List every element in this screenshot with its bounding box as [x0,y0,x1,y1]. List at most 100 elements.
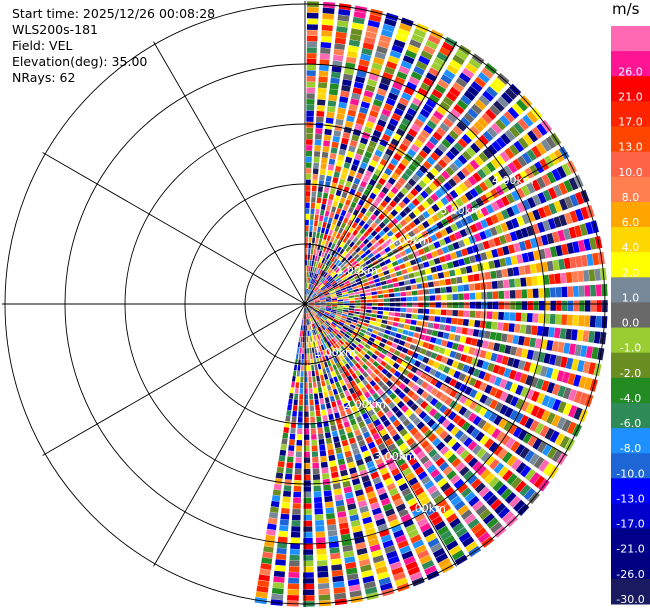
gate-cell [380,77,391,86]
gate-cell [349,234,355,241]
gate-cell [330,147,338,154]
gate-cell [331,264,337,270]
gate-cell [445,150,456,161]
gate-cell [278,530,288,538]
gate-cell [353,530,364,539]
gate-cell [512,266,520,276]
gate-cell [499,182,510,193]
gate-cell [325,307,332,309]
gate-cell [508,323,515,333]
gate-cell [322,198,327,205]
gate-cell [336,246,342,253]
gate-cell [475,209,484,219]
gate-cell [362,450,371,458]
gate-cell [430,266,437,273]
gate-cell [321,316,327,321]
gate-cell [324,312,330,316]
gate-cell [340,317,347,322]
gate-cell [545,136,557,149]
gate-cell [424,365,432,373]
gate-cell [541,410,551,422]
gate-cell [434,189,444,199]
ray-26 [308,251,605,304]
nrays-label: NRays: 62 [12,70,76,85]
gate-cell [320,301,326,303]
gate-cell [438,324,446,331]
gate-cell [313,261,317,267]
gate-cell [371,104,381,113]
gate-cell [465,129,476,141]
gate-cell [526,225,535,237]
gate-cell [531,390,540,402]
gate-cell [434,370,442,379]
gate-cell [378,342,386,348]
gate-cell [542,326,550,337]
gate-cell [469,388,478,399]
gate-cell [362,364,369,371]
gate-cell [384,167,393,176]
gate-cell [440,309,447,316]
gate-cell [296,445,302,452]
gate-cell [412,302,418,307]
gate-cell [455,49,469,61]
gate-cell [425,394,434,403]
gate-cell [350,201,357,209]
gate-cell [311,260,314,267]
gate-cell [326,253,331,260]
gate-cell [291,416,297,423]
gate-cell [330,558,342,566]
gate-cell [377,372,385,380]
gate-cell [397,258,404,265]
gate-cell [257,580,270,588]
gate-cell [338,360,345,367]
gate-cell [521,199,531,211]
gate-cell [473,273,480,282]
gate-cell [364,343,371,350]
gate-cell [443,181,453,191]
gate-cell [414,512,426,523]
colorbar-swatch [611,402,650,429]
gate-cell [457,504,469,516]
gate-cell [385,204,393,212]
gate-cell [307,254,310,260]
gate-cell [372,432,381,441]
gate-cell [333,49,345,56]
gate-cell [296,370,300,377]
gate-cell [425,140,436,150]
gate-cell [428,448,438,458]
gate-cell [313,335,317,341]
gate-cell [471,264,479,273]
gate-cell [371,310,378,314]
gate-cell [452,414,462,424]
gate-cell [523,487,536,501]
gate-cell [313,295,318,299]
gate-cell [330,359,335,366]
gate-cell [323,349,327,356]
gate-cell [333,318,340,323]
gate-cell [372,274,379,280]
gate-cell [334,441,341,449]
gate-cell [358,259,365,266]
gate-cell [421,560,435,570]
gate-cell [549,152,560,165]
gate-cell [310,353,313,360]
gate-cell [378,177,386,186]
gate-cell [377,310,384,315]
gate-cell [331,301,338,304]
range-ring-label: 1.00km [314,346,356,359]
gate-cell [525,324,532,335]
gate-cell [303,307,305,314]
gate-cell [449,378,458,387]
gate-cell [492,311,499,320]
gate-cell [574,225,583,238]
gate-cell [354,300,361,303]
gate-cell [529,164,540,177]
gate-cell [340,222,347,229]
gate-cell [309,312,312,318]
gate-cell [306,110,314,117]
gate-cell [404,224,412,232]
gate-cell [433,473,444,483]
gate-cell [398,340,406,346]
gate-cell [316,334,321,340]
gate-cell [359,407,367,415]
